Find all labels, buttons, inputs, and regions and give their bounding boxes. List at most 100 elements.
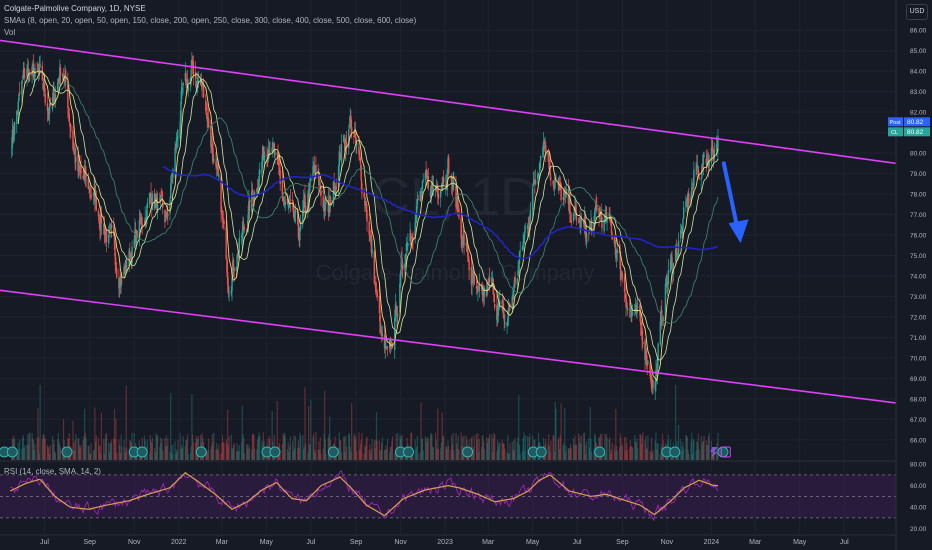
price-tick-label: 84.00 xyxy=(910,69,927,76)
time-tick-label: Nov xyxy=(661,539,674,546)
candle-body xyxy=(521,247,524,249)
price-tick-label: 70.00 xyxy=(910,355,927,362)
candle-body xyxy=(16,111,18,124)
candle-body xyxy=(153,192,156,208)
earnings-marker xyxy=(594,446,606,458)
candle-body xyxy=(610,221,613,234)
candle-body xyxy=(243,228,245,230)
volume-bar xyxy=(170,445,173,460)
volume-bar xyxy=(338,432,340,460)
candle-body xyxy=(542,147,544,156)
candle-body xyxy=(661,320,664,322)
price-tick-label: 68.00 xyxy=(910,396,927,403)
candle-body xyxy=(374,282,376,283)
volume-bar xyxy=(302,449,305,460)
volume-bar xyxy=(590,438,592,460)
candle-body xyxy=(376,291,378,298)
candle-body xyxy=(691,187,693,198)
volume-bar xyxy=(324,390,326,460)
volume-bar xyxy=(436,449,438,460)
currency-button[interactable]: USD xyxy=(906,4,928,20)
candle-body xyxy=(289,199,292,202)
candle-body xyxy=(210,144,213,150)
volume-bar xyxy=(579,436,581,460)
volume-bar xyxy=(364,445,366,460)
candle-body xyxy=(405,243,408,252)
candle-body xyxy=(334,190,336,193)
candle-body xyxy=(519,251,521,253)
volume-bar xyxy=(78,438,80,460)
candle-body xyxy=(588,228,591,232)
price-tick-label: 80.00 xyxy=(910,151,927,158)
candle-body xyxy=(129,255,132,258)
candle-body xyxy=(517,270,519,276)
candle-body xyxy=(647,361,649,364)
volume-bar xyxy=(251,449,253,460)
volume-bar xyxy=(253,434,255,460)
candle-body xyxy=(707,158,709,160)
price-tick-label: 83.00 xyxy=(910,89,927,96)
candle-body xyxy=(185,73,187,86)
candle-body xyxy=(299,221,302,230)
candle-body xyxy=(407,243,409,247)
volume-bar xyxy=(350,451,352,460)
volume-bar xyxy=(175,449,178,460)
volume-bar xyxy=(497,439,499,460)
volume-bar xyxy=(276,401,278,460)
volume-bar xyxy=(624,451,626,460)
volume-bar xyxy=(59,447,62,460)
volume-bar xyxy=(83,436,85,460)
candle-body xyxy=(512,297,514,299)
candle-body xyxy=(108,235,110,244)
candle-body xyxy=(371,249,373,254)
candle-body xyxy=(189,77,192,84)
volume-bar xyxy=(258,432,260,460)
candle-body xyxy=(51,97,54,109)
candle-body xyxy=(77,154,79,173)
volume-bar xyxy=(82,439,84,460)
volume-bar xyxy=(73,442,75,460)
candle-body xyxy=(160,191,162,194)
volume-bar xyxy=(184,445,186,460)
candle-body xyxy=(63,78,65,81)
candle-body xyxy=(332,181,335,205)
candle-body xyxy=(330,204,332,206)
volume-bar xyxy=(688,453,690,460)
volume-bar xyxy=(654,440,656,460)
volume-bar xyxy=(611,442,613,460)
candle-body xyxy=(340,156,342,160)
candle-body xyxy=(72,147,75,151)
candle-body xyxy=(554,183,556,185)
event-marker-e xyxy=(720,446,731,458)
volume-bar xyxy=(473,435,475,460)
volume-bar xyxy=(240,442,243,460)
candle-body xyxy=(59,67,62,76)
candle-body xyxy=(664,283,667,321)
candle-body xyxy=(54,94,57,103)
volume-bar xyxy=(28,432,30,460)
watermark-ticker: CL, 1D xyxy=(371,167,539,227)
volume-bar xyxy=(231,448,233,460)
volume-bar xyxy=(98,445,100,460)
candle-body xyxy=(216,165,218,169)
candle-body xyxy=(56,82,59,93)
volume-bar xyxy=(379,449,381,460)
volume-bar xyxy=(707,436,710,460)
candle-body xyxy=(502,300,504,304)
candle-body xyxy=(682,207,685,219)
volume-bar xyxy=(79,447,81,460)
candle-body xyxy=(236,255,238,266)
volume-bar xyxy=(553,451,556,460)
volume-bar xyxy=(84,432,86,460)
volume-bar xyxy=(170,392,172,460)
candle-body xyxy=(195,81,197,87)
candle-body xyxy=(105,232,107,237)
volume-bar xyxy=(412,450,414,460)
time-tick-label: 2022 xyxy=(171,539,187,546)
candle-body xyxy=(221,213,224,220)
price-tick-label: 78.00 xyxy=(910,192,927,199)
volume-bar xyxy=(104,438,106,460)
candle-body xyxy=(364,197,366,206)
candle-body xyxy=(49,102,52,107)
